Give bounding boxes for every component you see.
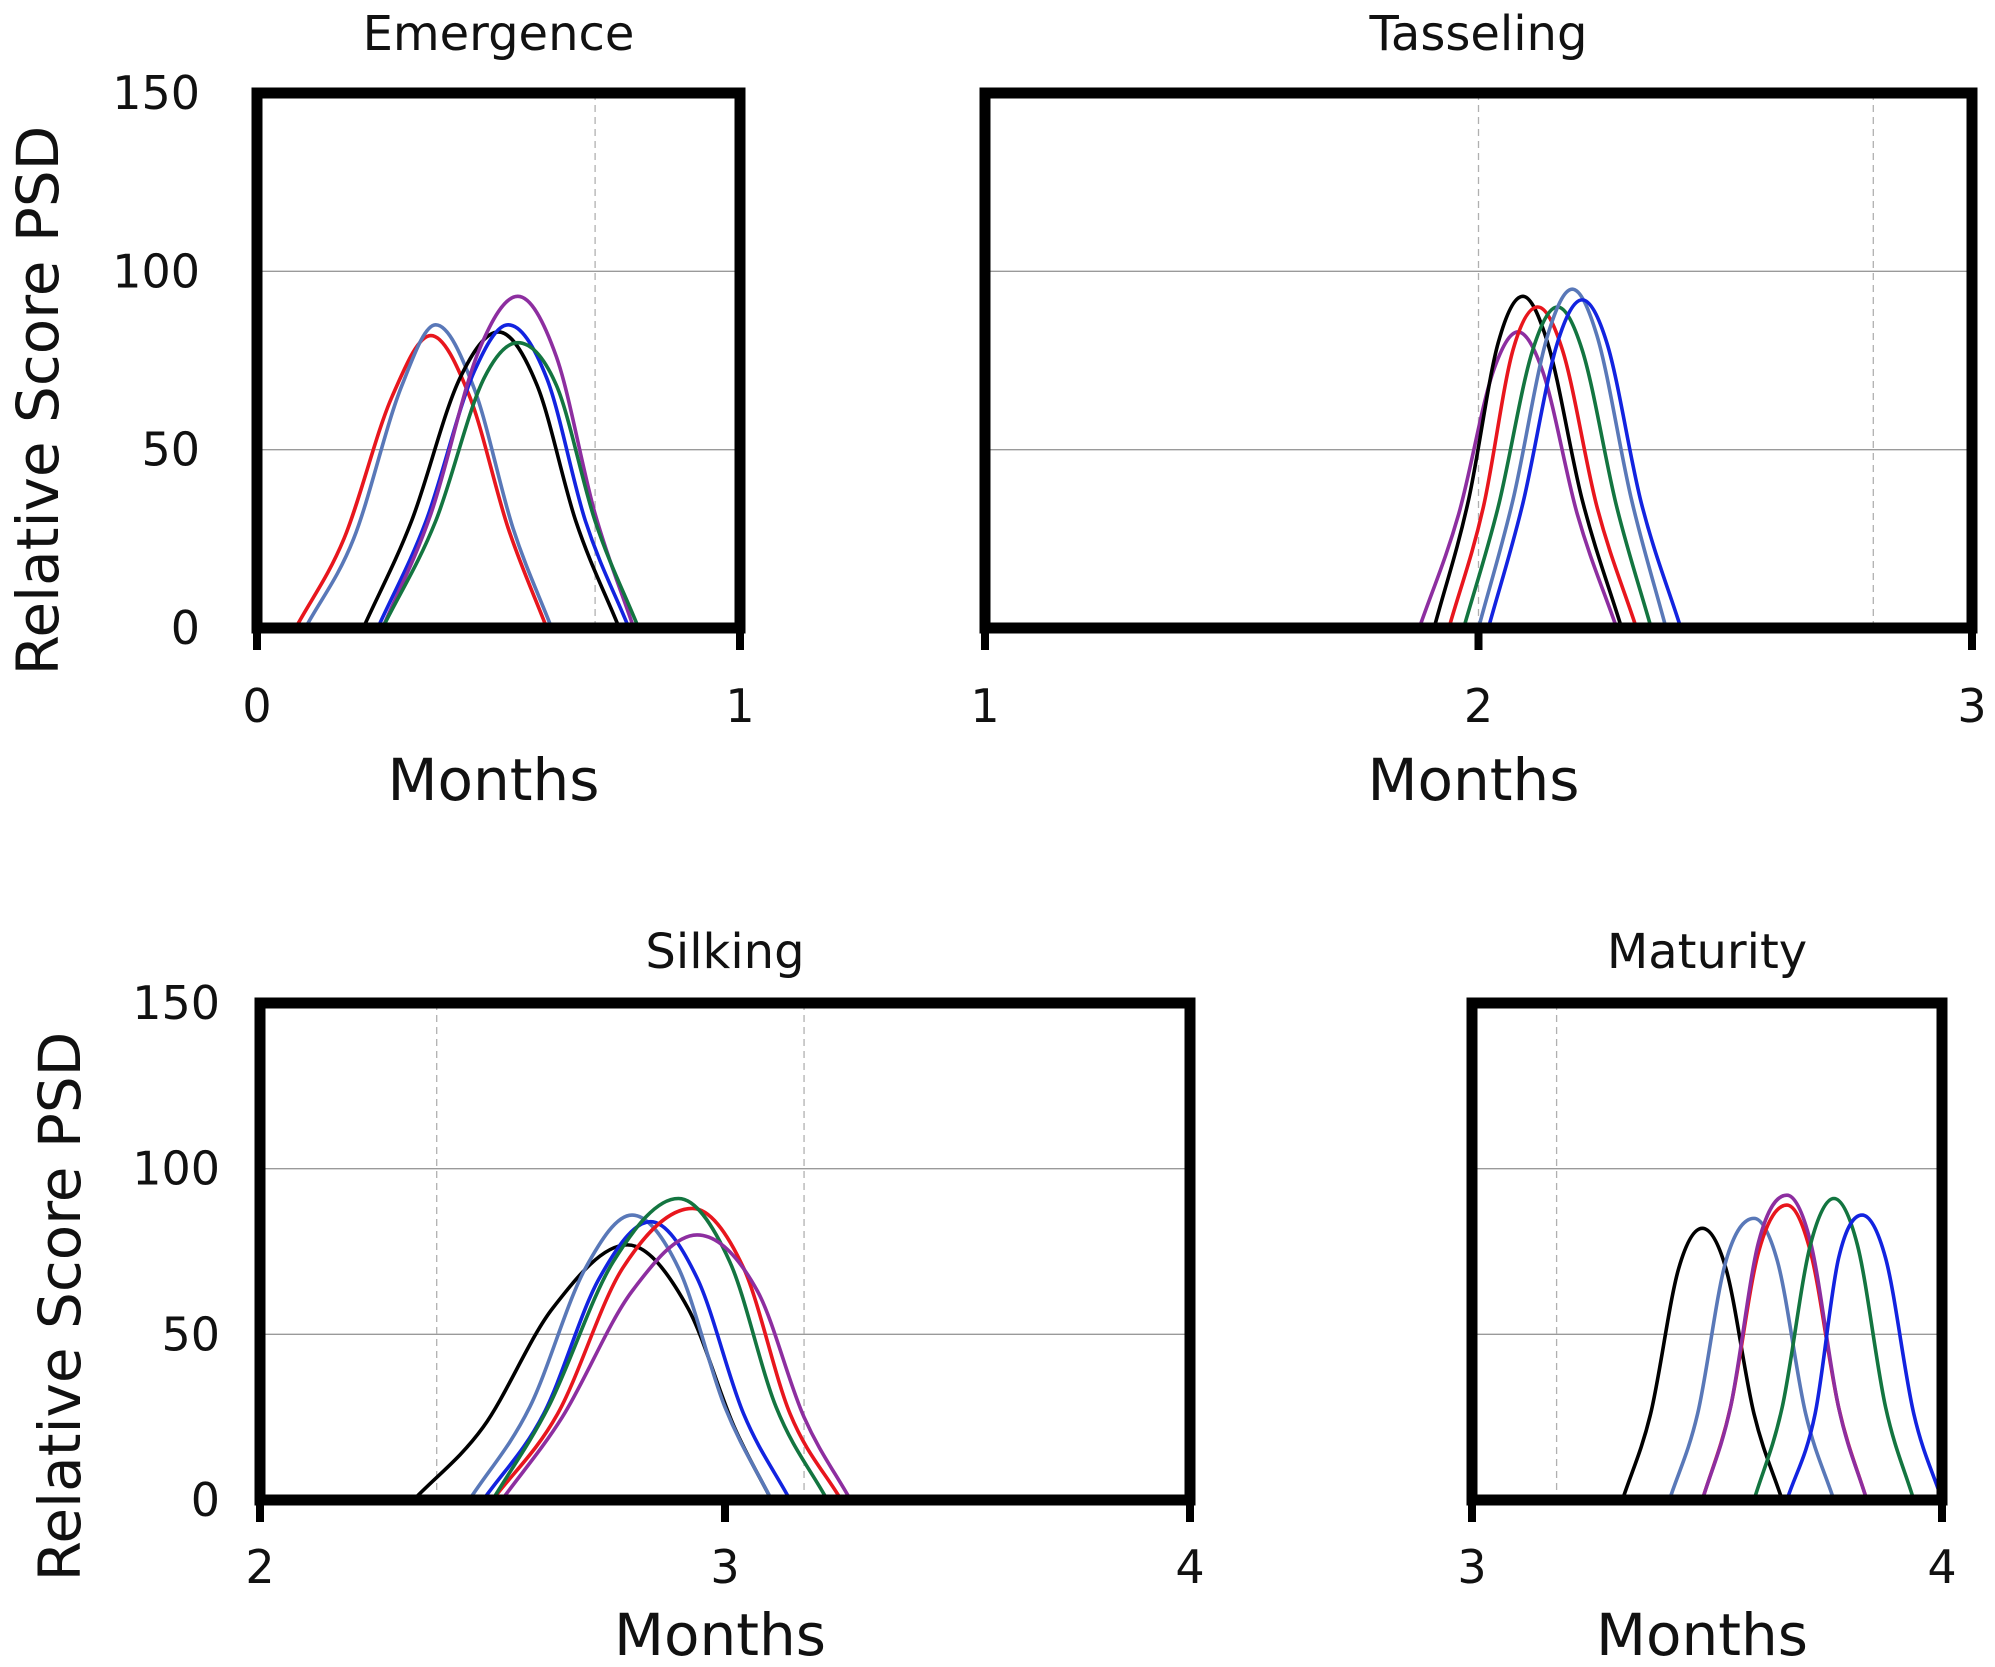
chart-title: Silking: [645, 924, 804, 980]
x-tick-label: 1: [970, 679, 999, 733]
series-line-steelblue: [1667, 1216, 1836, 1501]
y-axis-label: Relative Score PSD: [26, 1032, 94, 1582]
x-tick-label: 2: [245, 1540, 274, 1594]
series-line-black: [1620, 1226, 1784, 1501]
x-tick-label: 4: [1175, 1540, 1204, 1594]
series-line-red: [1447, 305, 1639, 629]
x-tick-label: 3: [710, 1540, 739, 1594]
series-line-steelblue: [467, 1213, 774, 1501]
y-tick-label: 100: [132, 1142, 220, 1196]
series-line-red: [491, 1206, 843, 1502]
y-tick-label: 0: [191, 1473, 220, 1527]
series-line-blue: [1785, 1213, 1944, 1501]
y-tick-label: 100: [112, 244, 200, 298]
x-axis-label: Months: [614, 1601, 826, 1667]
y-tick-label: 50: [161, 1307, 220, 1361]
series-line-blue: [376, 323, 631, 629]
x-tick-label: 2: [1464, 679, 1493, 733]
x-tick-label: 3: [1957, 679, 1986, 733]
x-axis-label: Months: [387, 746, 599, 814]
series-line-green: [380, 340, 641, 629]
panel-maturity: Maturity 3 4 Months: [1457, 924, 1956, 1667]
y-axis-label: Relative Score PSD: [4, 126, 72, 676]
series-line-blue: [1486, 298, 1683, 629]
y-tick-label: 50: [141, 423, 200, 477]
plot-frame: [1466, 997, 1948, 1506]
x-tick-label: 1: [725, 679, 754, 733]
chart-title: Emergence: [363, 6, 635, 62]
y-tick-label: 150: [112, 66, 200, 120]
series-line-red: [294, 333, 549, 629]
series-line-steelblue: [303, 323, 554, 629]
series-line-steelblue: [1476, 287, 1668, 629]
series-line-black: [1432, 294, 1624, 629]
panel-silking: Silking 2 3 4 0 50 100 150 Months Relative Score …: [26, 924, 1205, 1667]
y-tick-label: 150: [132, 976, 220, 1030]
series-line-green: [490, 1196, 829, 1501]
chart-title: Tasseling: [1369, 6, 1588, 62]
y-tick-label: 0: [171, 601, 200, 655]
x-tick-label: 3: [1457, 1540, 1486, 1594]
x-tick-label: 0: [242, 679, 271, 733]
chart-title: Maturity: [1607, 924, 1807, 980]
series-line-purple: [500, 1233, 853, 1502]
panel-tasseling: Tasseling 1 2 3 Months: [970, 6, 1986, 814]
plot-frame: [251, 87, 746, 634]
series-line-green: [1752, 1196, 1916, 1501]
series-line-purple: [1700, 1193, 1869, 1501]
x-axis-label: Months: [1367, 746, 1579, 814]
series-line-black: [412, 1243, 774, 1502]
panel-emergence: Emergence 0 1 0 50 100 150 Months Relative Score…: [4, 6, 755, 814]
series-line-purple: [380, 294, 636, 629]
x-tick-label: 4: [1927, 1540, 1956, 1594]
x-axis-label: Months: [1596, 1601, 1808, 1667]
